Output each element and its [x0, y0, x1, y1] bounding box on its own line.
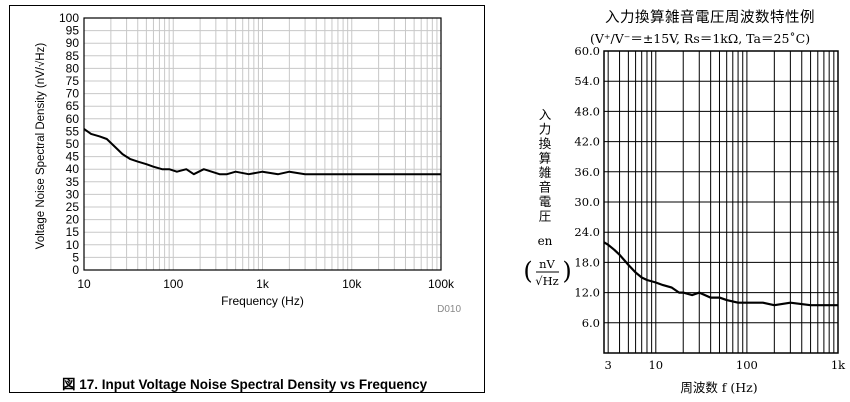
unit-paren-left: (: [523, 257, 532, 285]
jp-chart-title: 入力換算雑音電圧周波数特性例: [605, 10, 815, 26]
x-tick-label: 100: [736, 358, 758, 372]
noise-series-line: [603, 241, 838, 307]
y-tick-label: 12.0: [574, 286, 600, 300]
y-tick-label: 18.0: [574, 255, 600, 269]
jp-chart-conditions: (V⁺/V⁻＝±15V, Rs＝1kΩ, Ta＝25˚C): [590, 31, 811, 46]
y-tick-label: 0: [72, 263, 79, 277]
y-tick-label: 36.0: [574, 165, 600, 179]
unit-paren-right: ): [562, 257, 571, 285]
y-axis-label-char: 雑: [539, 165, 552, 180]
y-tick-label: 5: [72, 250, 79, 264]
figure-code: D010: [437, 304, 461, 315]
noise-series-line: [83, 128, 441, 176]
x-tick-label: 10: [77, 277, 91, 291]
y-tick-label: 65: [66, 99, 80, 113]
y-unit-numerator: nV: [539, 257, 555, 271]
x-axis-label: 周波数 f (Hz): [680, 380, 757, 395]
y-tick-label: 6.0: [582, 316, 600, 330]
y-tick-label: 75: [66, 74, 80, 88]
y-tick-label: 90: [66, 36, 80, 50]
x-tick-label: 100: [163, 277, 183, 291]
y-axis-label-char: 力: [539, 122, 552, 137]
x-tick-label: 1k: [256, 277, 270, 291]
x-axis-label: Frequency (Hz): [221, 294, 304, 308]
y-axis-symbol: en: [538, 234, 553, 248]
y-axis-label-char: 音: [539, 180, 552, 195]
y-tick-label: 42.0: [574, 135, 600, 149]
y-unit-denominator: √Hz: [535, 274, 558, 288]
noise-density-chart-en: 0510152025303540455055606570758085909510…: [34, 11, 461, 315]
y-axis-label-char: 入: [539, 107, 552, 122]
y-axis-label-char: 圧: [539, 209, 552, 224]
y-axis-label-char: 換: [539, 136, 552, 151]
left-figure-panel: 0 5 10 15 20 25 30 35 40 45 50 55 60 65 70 75 80 85 90 95 10…: [9, 5, 485, 393]
y-tick-label: 48.0: [574, 104, 600, 118]
y-tick-label: 55: [66, 124, 80, 138]
plot-area-border: [603, 50, 839, 354]
figure-caption: 図 17. Input Voltage Noise Spectral Densi…: [62, 377, 428, 392]
y-tick-label: 30: [66, 187, 80, 201]
y-tick-label: 10: [66, 238, 80, 252]
y-tick-label: 80: [66, 61, 80, 75]
y-axis-label-char: 電: [539, 194, 552, 209]
y-tick-label: 95: [66, 24, 80, 38]
y-tick-label: 15: [66, 225, 80, 239]
y-tick-label: 40: [66, 162, 80, 176]
y-tick-label: 20: [66, 213, 80, 227]
x-tick-label: 10: [648, 358, 663, 372]
y-tick-label: 35: [66, 175, 80, 189]
y-tick-label: 85: [66, 49, 80, 63]
y-tick-label: 24.0: [574, 225, 600, 239]
x-tick-label: 10k: [342, 277, 362, 291]
x-tick-label: 1k: [831, 358, 846, 372]
y-tick-label: 60: [66, 112, 80, 126]
y-axis-label-char: 算: [539, 151, 552, 166]
x-tick-label: 3: [605, 358, 612, 372]
y-tick-label: 70: [66, 87, 80, 101]
y-tick-label: 100: [59, 11, 79, 25]
y-tick-label: 50: [66, 137, 80, 151]
y-tick-label: 30.0: [574, 195, 600, 209]
figure-frame: [9, 5, 485, 393]
y-axis-label: Voltage Noise Spectral Density (nV/√Hz): [34, 43, 47, 250]
y-tick-label: 25: [66, 200, 80, 214]
x-tick-label: 100k: [428, 277, 455, 291]
y-tick-label: 45: [66, 150, 80, 164]
y-tick-label: 54.0: [574, 74, 600, 88]
plot-area-border: [83, 17, 442, 271]
